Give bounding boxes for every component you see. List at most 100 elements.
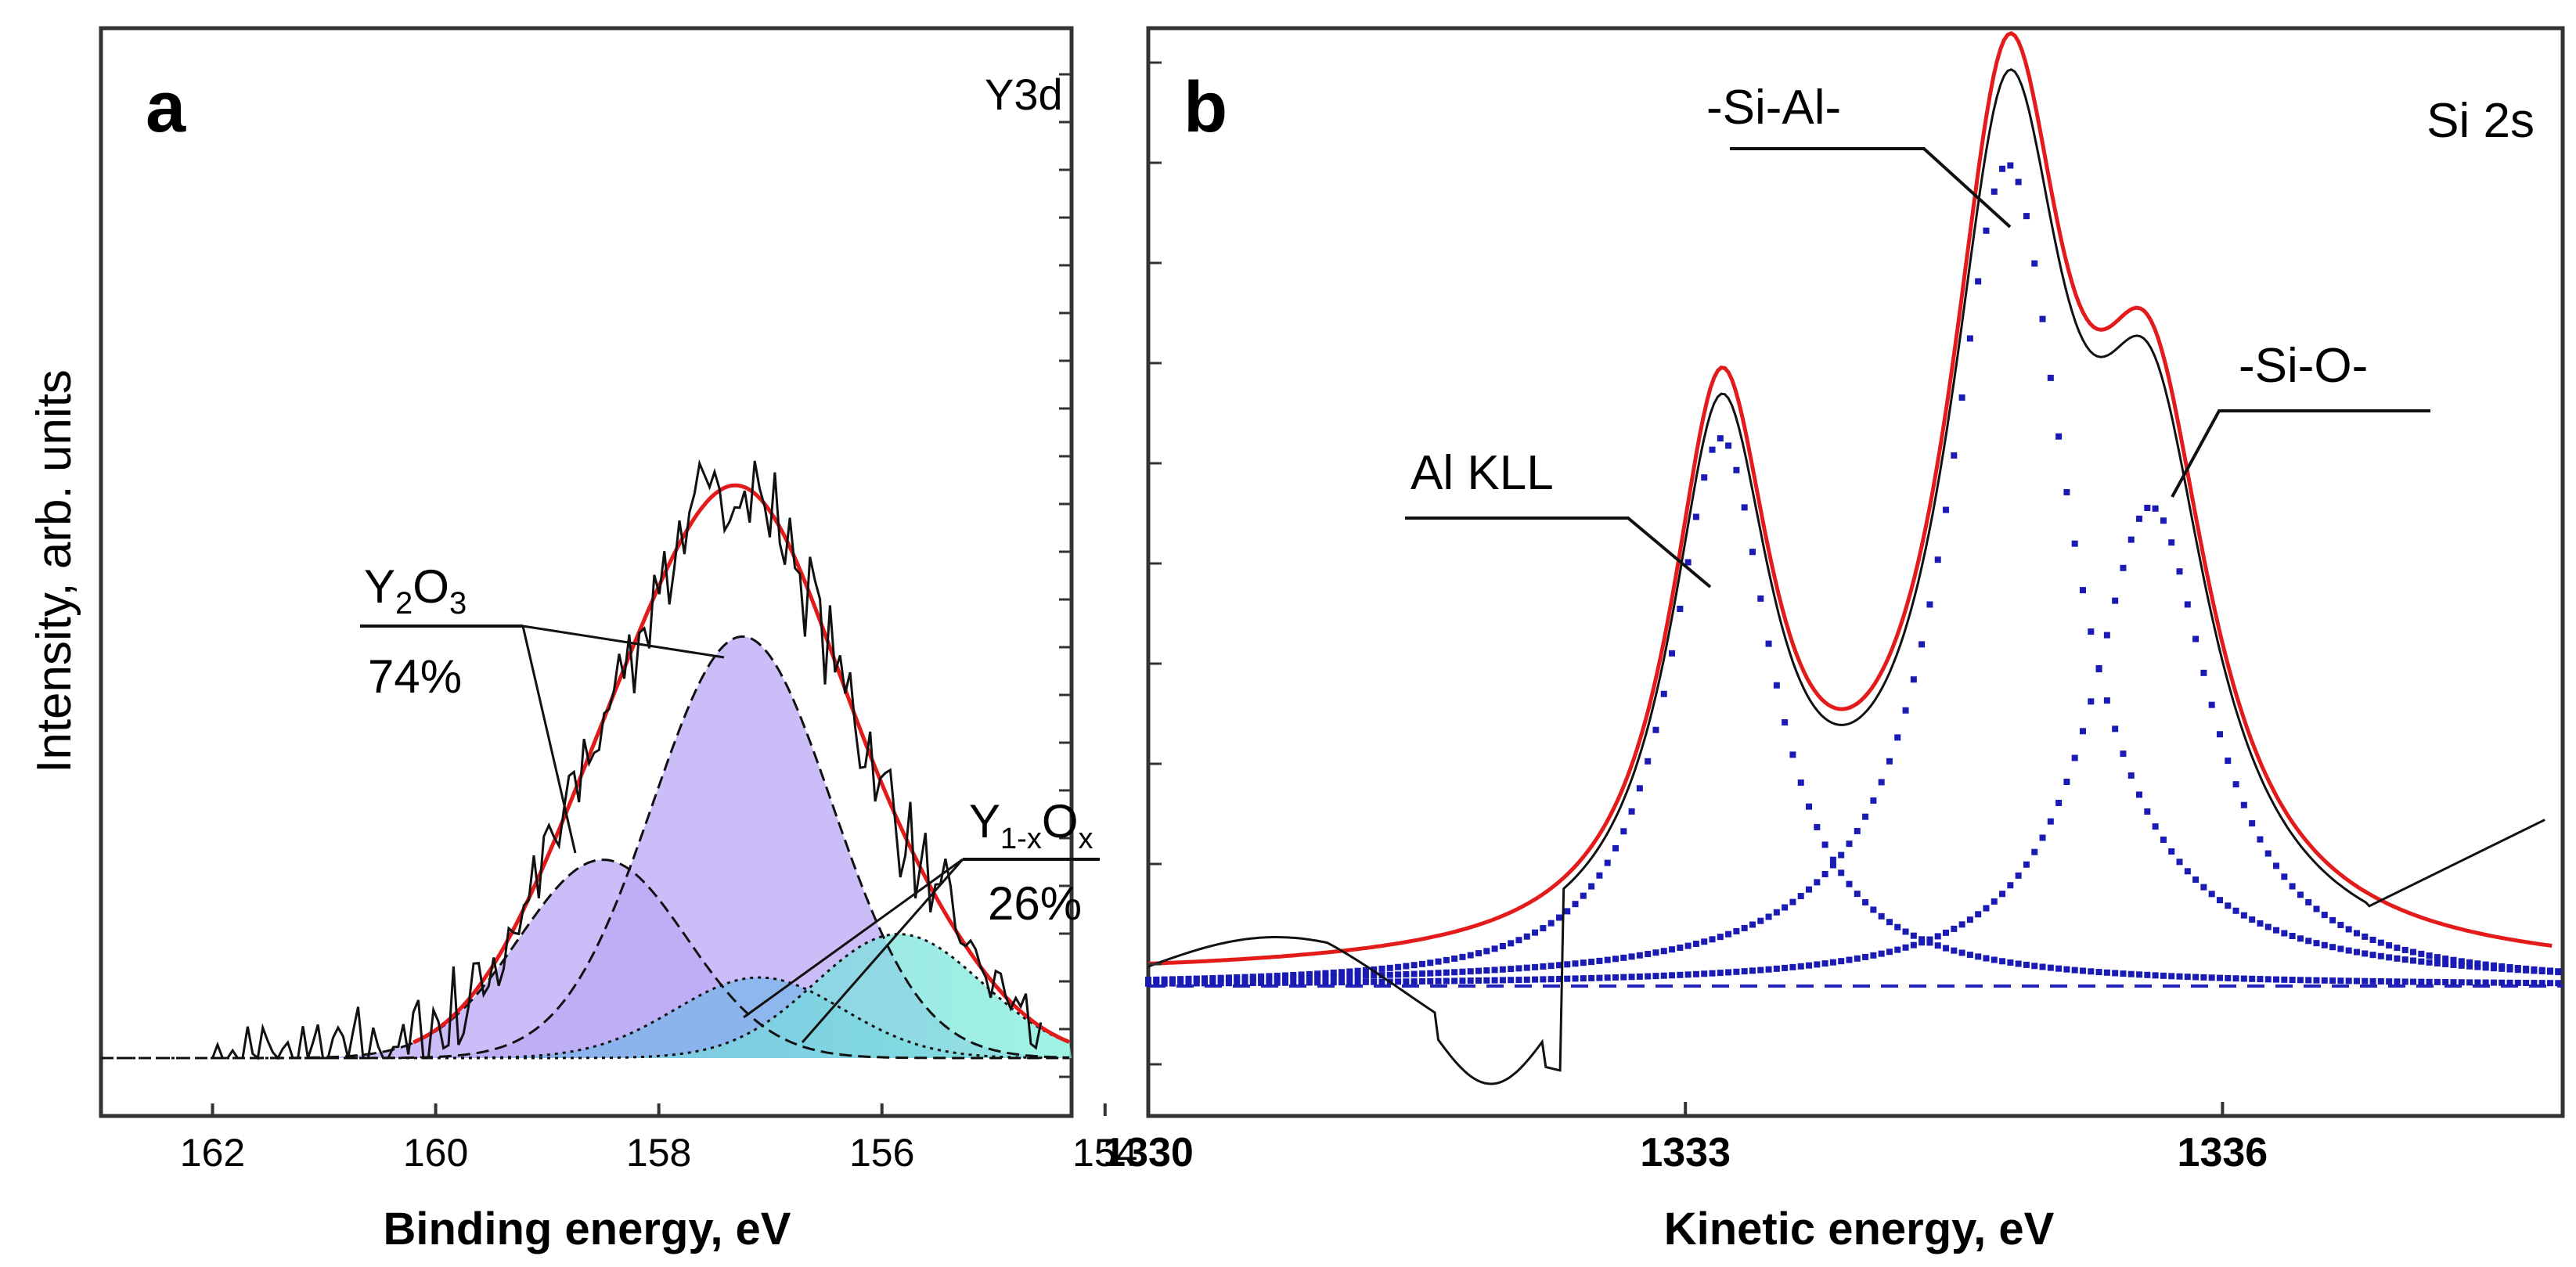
fit-dot [2281,976,2288,983]
fit-dot [2264,976,2272,983]
fit-dot [2490,979,2497,986]
fit-dot [2152,505,2159,512]
fit-dot [2047,964,2054,971]
fit-dot [2232,907,2239,914]
fit-dot [2168,539,2175,546]
fit-dot [1975,953,1982,960]
fit-dot [2088,698,2095,705]
fit-dot [1330,979,1337,986]
fit-dot [1701,938,1708,945]
fit-dot [2434,978,2441,985]
fit-dot [2434,954,2441,961]
fit-dot [2208,974,2215,981]
fit-dot [2120,970,2127,977]
fit-dot [1660,690,1667,697]
fit-dot [2410,948,2417,956]
fit-dot [2329,916,2336,923]
panel-a-letter: a [146,67,186,147]
fit-dot [1354,967,1361,974]
fit-dot [1838,869,1845,876]
fit-dot [2353,948,2360,956]
fit-dot [2297,891,2304,898]
fit-dot [2200,884,2207,891]
fit-dot [1491,945,1498,952]
fit-dot [2216,731,2223,738]
fit-dot [1596,872,1603,879]
fit-dot [1975,911,1982,918]
alkll-leader [1405,517,1712,589]
fit-dot [1773,909,1780,916]
fit-dot [2127,536,2135,543]
fit-dot [2023,861,2030,868]
panel-b-title: Si 2s [2426,94,2535,148]
fit-dot [1459,968,1466,975]
fit-dot [1846,880,1853,887]
fit-dot [1217,980,1224,987]
fit-dot [2546,980,2553,987]
y2o3-leader-2 [522,625,725,659]
fit-dot [2369,977,2376,984]
fit-dot [1806,803,1813,810]
fit-dot [1403,970,1410,977]
fit-dot [1814,961,1821,968]
fit-dot [2313,940,2320,947]
fit-dot [1773,965,1780,972]
fit-dot [2240,801,2247,808]
fit-dot [1669,650,1676,657]
fit-dot [1660,948,1667,955]
fit-dot [1983,227,1990,234]
fit-dot [2127,970,2135,977]
fit-dot [2257,976,2264,983]
y2o3-annotation: Y2O3 74% [360,560,725,854]
fit-dot [1346,979,1353,986]
fit-dot [1677,605,1684,612]
fit-dot [1258,975,1265,982]
fit-dot [1371,978,1378,985]
fit-dot [1378,978,1385,985]
fit-dot [1572,901,1579,908]
fit-dot [1910,676,1917,683]
x-tick-label-b: 1336 [2178,1130,2268,1175]
fit-dot [1258,979,1265,986]
fit-dot [1628,953,1635,960]
fit-dot [1330,973,1337,980]
fit-dot [1249,975,1256,982]
fit-dot [2281,873,2288,880]
fit-dot [2071,540,2078,547]
fit-dot [2079,587,2086,594]
fit-dot [2450,979,2457,986]
fit-dot [2337,945,2344,952]
fit-dot [1362,978,1369,985]
fit-dot [1410,970,1418,977]
fit-dot [1161,980,1168,987]
fit-dot [1403,963,1410,970]
fit-dot [1749,967,1756,974]
fit-dot [1652,973,1659,980]
fit-dot [2362,977,2369,984]
fit-dot [2208,701,2215,708]
fit-dot [1645,951,1652,958]
fit-dot [2079,728,2086,735]
fit-dot [1451,977,1458,984]
fit-dot [1274,979,1281,986]
fit-dot [1789,898,1796,905]
fit-dot [1395,963,1402,970]
fit-dot [1193,980,1200,987]
fit-dot [1588,883,1595,890]
fit-dot [1838,851,1845,858]
fit-dot [1782,964,1789,971]
fit-dot [1443,977,1450,984]
fit-dot [1572,960,1579,967]
fit-dot [1870,952,1877,959]
fit-dot [2426,952,2433,959]
fit-dot [1451,969,1458,976]
fit-dot [2192,974,2200,981]
fit-dot [1338,979,1346,986]
x-tick-label-a: 158 [626,1131,691,1175]
fit-dot [2506,979,2513,986]
fit-dot [1669,946,1676,953]
fit-dot [1169,980,1176,987]
sio-leader [2171,409,2430,498]
fit-dot [2088,628,2095,635]
